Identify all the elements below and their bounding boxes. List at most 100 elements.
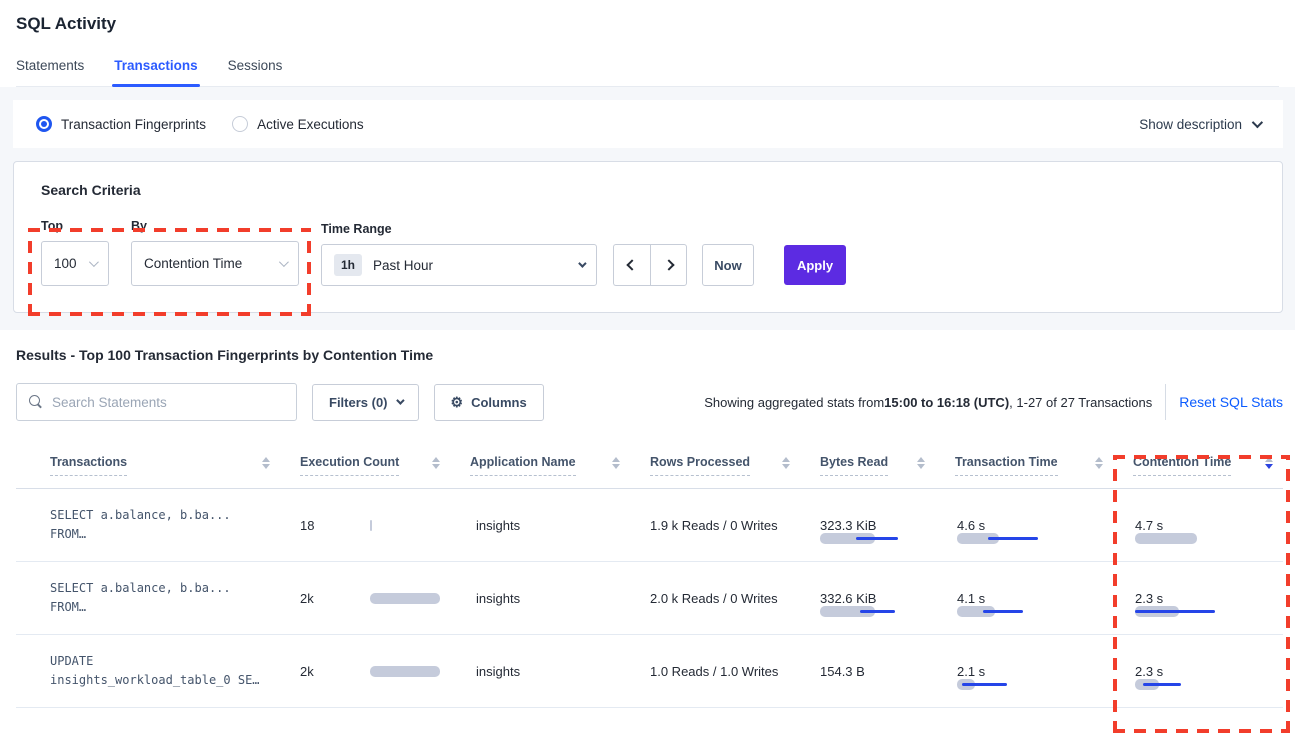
column-header-transaction-time[interactable]: Transaction Time [955, 455, 1133, 476]
chevron-right-icon [662, 259, 675, 271]
contention-time-cell: 4.7 s [1133, 517, 1283, 544]
top-select-value: 100 [54, 256, 77, 271]
table-row: SELECT a.balance, b.ba... FROM… 18 insig… [16, 489, 1283, 562]
execution-count-cell: 2k [300, 664, 470, 679]
column-header-label: Execution Count [300, 455, 400, 476]
bytes-read-value: 323.3 KiB [820, 517, 877, 533]
column-header-label: Contention Time [1133, 455, 1232, 476]
execution-count-value: 18 [300, 517, 315, 533]
top-label: Top [41, 219, 63, 233]
tab-transactions[interactable]: Transactions [112, 58, 200, 87]
transactions-table: Transactions Execution Count Application… [16, 437, 1283, 708]
radio-label: Active Executions [257, 116, 364, 132]
application-name-cell: insights [476, 590, 521, 606]
query-line: FROM… [50, 527, 87, 541]
query-line: FROM… [50, 600, 87, 614]
filters-button[interactable]: Filters (0) [312, 383, 419, 421]
execution-count-cell: 2k [300, 591, 470, 606]
bytes-read-value: 332.6 KiB [820, 590, 877, 606]
sort-icon [917, 457, 925, 469]
by-field: By Contention Time [109, 219, 299, 286]
stats-range: 15:00 to 16:18 (UTC) [884, 394, 1010, 410]
by-select-value: Contention Time [144, 256, 243, 271]
search-criteria-heading: Search Criteria [41, 182, 141, 198]
bar-chart [370, 665, 445, 677]
application-name-cell: insights [476, 517, 521, 533]
search-statements-box [16, 383, 297, 421]
contention-time-value: 4.7 s [1135, 517, 1164, 533]
results-toolbar: Filters (0) ⚙ Columns Showing aggregated… [16, 383, 1283, 421]
time-range-field: Time Range 1h Past Hour [299, 222, 597, 286]
tab-statements[interactable]: Statements [16, 58, 85, 73]
bytes-read-cell: 323.3 KiB [820, 517, 955, 544]
chevron-down-icon [1251, 116, 1264, 129]
radio-transaction-fingerprints[interactable]: Transaction Fingerprints [36, 116, 206, 132]
table-row: SELECT a.balance, b.ba... FROM… 2k insig… [16, 562, 1283, 635]
transaction-fingerprint-link[interactable]: SELECT a.balance, b.ba... FROM… [16, 506, 300, 544]
apply-button[interactable]: Apply [784, 245, 846, 285]
transaction-fingerprint-link[interactable]: UPDATE insights_workload_table_0 SE… [16, 652, 300, 690]
column-header-label: Transactions [50, 455, 128, 476]
transaction-time-value: 4.6 s [957, 517, 986, 533]
column-header-label: Rows Processed [650, 455, 751, 476]
stats-summary: Showing aggregated stats from 15:00 to 1… [704, 395, 1152, 410]
column-header-rows-processed[interactable]: Rows Processed [650, 455, 820, 476]
column-header-transactions[interactable]: Transactions [16, 455, 300, 476]
transaction-time-value: 2.1 s [957, 663, 986, 679]
top-select[interactable]: 100 [41, 241, 109, 286]
chevron-down-icon [395, 396, 405, 405]
transaction-time-cell: 2.1 s [955, 663, 1133, 690]
search-statements-input[interactable] [52, 394, 284, 410]
contention-time-value: 2.3 s [1135, 590, 1164, 606]
column-header-bytes-read[interactable]: Bytes Read [820, 455, 955, 476]
tab-bar: Statements Transactions Sessions [16, 58, 1279, 87]
sort-icon [432, 457, 440, 469]
sort-icon [1095, 457, 1103, 469]
next-time-button[interactable] [650, 244, 687, 286]
bar-chart [370, 592, 445, 604]
query-line: SELECT a.balance, b.ba... [50, 507, 231, 522]
time-nav-buttons [613, 244, 687, 286]
now-button[interactable]: Now [702, 244, 754, 286]
bar-chart [370, 519, 445, 531]
vertical-divider [1165, 384, 1167, 420]
rows-processed-cell: 1.0 Reads / 1.0 Writes [650, 663, 779, 679]
by-select[interactable]: Contention Time [131, 241, 299, 286]
reset-sql-stats-link[interactable]: Reset SQL Stats [1179, 394, 1283, 410]
stats-prefix: Showing aggregated stats from [704, 394, 885, 410]
execution-count-cell: 18 [300, 518, 470, 533]
column-header-application-name[interactable]: Application Name [470, 455, 650, 476]
columns-button[interactable]: ⚙ Columns [433, 383, 544, 421]
query-line: SELECT a.balance, b.ba... [50, 580, 231, 595]
execution-count-value: 2k [300, 663, 314, 679]
execution-count-value: 2k [300, 590, 314, 606]
column-header-execution-count[interactable]: Execution Count [300, 455, 470, 476]
application-name-cell: insights [476, 663, 521, 679]
chevron-down-icon [88, 257, 99, 268]
by-label: By [131, 219, 147, 233]
tab-sessions[interactable]: Sessions [227, 58, 283, 73]
chevron-down-icon [578, 259, 587, 268]
transaction-fingerprint-link[interactable]: SELECT a.balance, b.ba... FROM… [16, 579, 300, 617]
columns-button-label: Columns [471, 394, 527, 410]
column-header-contention-time[interactable]: Contention Time [1133, 455, 1283, 476]
view-toggle-band: Transaction Fingerprints Active Executio… [13, 100, 1283, 148]
transaction-time-cell: 4.1 s [955, 591, 1133, 617]
bytes-read-cell: 154.3 B [820, 664, 955, 679]
contention-time-cell: 2.3 s [1133, 664, 1283, 690]
time-range-label: Time Range [321, 222, 392, 236]
top-field: Top 100 [41, 219, 109, 286]
sort-icon-active-desc [1265, 457, 1273, 469]
stats-suffix: , 1-27 of 27 Transactions [1009, 394, 1153, 410]
column-header-label: Transaction Time [955, 455, 1058, 476]
results-heading: Results - Top 100 Transaction Fingerprin… [16, 347, 434, 363]
radio-active-executions[interactable]: Active Executions [232, 116, 364, 132]
rows-processed-cell: 2.0 k Reads / 0 Writes [650, 590, 778, 606]
time-range-select[interactable]: 1h Past Hour [321, 244, 597, 286]
show-description-toggle[interactable]: Show description [1139, 116, 1264, 132]
chevron-left-icon [626, 259, 638, 271]
filters-button-label: Filters (0) [329, 394, 388, 410]
radio-label: Transaction Fingerprints [61, 116, 207, 132]
prev-time-button[interactable] [613, 244, 650, 286]
